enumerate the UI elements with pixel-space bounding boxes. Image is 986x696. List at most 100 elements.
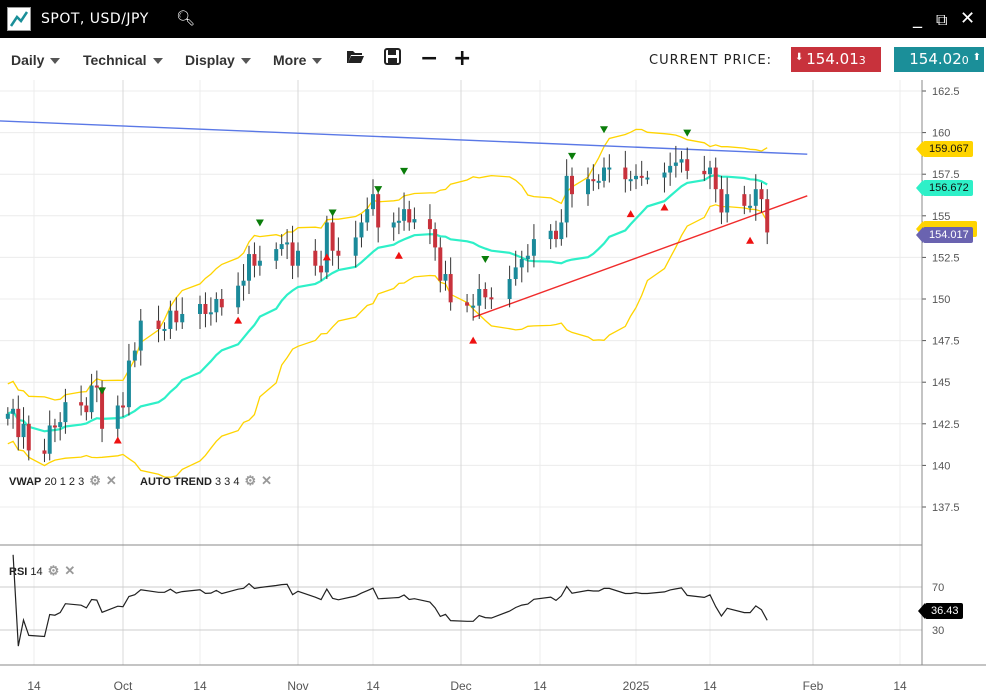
x-tick-label: Nov bbox=[287, 679, 308, 693]
zoom-out-icon[interactable]: − bbox=[420, 46, 439, 71]
candle-body bbox=[396, 220, 401, 223]
candle-body bbox=[402, 209, 407, 221]
candle-body bbox=[586, 179, 590, 195]
trend-line bbox=[472, 195, 808, 318]
candle bbox=[471, 294, 476, 321]
display-menu[interactable]: Display bbox=[185, 52, 251, 68]
candle-body bbox=[708, 167, 712, 175]
candle-body bbox=[407, 209, 412, 223]
zoom-in-icon[interactable]: + bbox=[453, 46, 472, 71]
chevron-down-icon bbox=[240, 58, 251, 65]
folder-open-icon[interactable] bbox=[346, 48, 364, 69]
candle bbox=[765, 189, 770, 245]
candle bbox=[203, 292, 208, 328]
trough-marker-icon bbox=[113, 436, 122, 444]
close-icon[interactable]: ✕ bbox=[105, 473, 117, 488]
peak-marker-icon bbox=[255, 219, 264, 227]
candle bbox=[489, 287, 494, 309]
candle bbox=[115, 395, 120, 441]
candle bbox=[162, 322, 167, 341]
candle-body bbox=[198, 303, 202, 314]
candle bbox=[602, 157, 606, 188]
peak-marker-icon bbox=[328, 209, 337, 217]
more-menu[interactable]: More bbox=[273, 52, 323, 68]
candle bbox=[433, 222, 438, 261]
candle-body bbox=[725, 194, 730, 213]
price-chart[interactable]: 162.5 160 157.5 155 152.5 150 147.5 145 142.5 140… bbox=[0, 80, 986, 696]
candle-body bbox=[21, 423, 26, 438]
candle-body bbox=[279, 244, 284, 250]
last-price-tag: 154.017 bbox=[916, 227, 973, 243]
bid-price-button[interactable]: ⬇ 154.013 bbox=[791, 47, 881, 72]
close-icon[interactable]: ✕ bbox=[64, 563, 76, 578]
x-tick-label: Dec bbox=[450, 679, 471, 693]
candle-body bbox=[330, 222, 335, 251]
candle-body bbox=[359, 222, 364, 238]
candle bbox=[214, 292, 219, 323]
candle bbox=[443, 260, 448, 291]
technical-menu[interactable]: Technical bbox=[83, 52, 163, 68]
candle bbox=[324, 215, 329, 280]
candle-body bbox=[759, 189, 764, 200]
candle-body bbox=[477, 289, 482, 306]
candle-body bbox=[100, 387, 105, 429]
candle bbox=[180, 297, 185, 329]
candle-body bbox=[241, 280, 246, 286]
candle bbox=[407, 200, 412, 231]
candle-body bbox=[742, 194, 747, 206]
candle-body bbox=[296, 250, 300, 266]
candle bbox=[132, 342, 137, 368]
save-icon[interactable] bbox=[384, 48, 401, 70]
ask-price-button[interactable]: 154.020 ⬆ bbox=[894, 47, 984, 72]
close-icon[interactable]: ✕ bbox=[960, 8, 976, 29]
candle bbox=[719, 175, 724, 225]
candle bbox=[396, 207, 401, 235]
x-tick-label: Feb bbox=[803, 679, 824, 693]
candle-body bbox=[662, 172, 667, 178]
lower-band-line bbox=[7, 204, 768, 478]
candle-body bbox=[554, 230, 558, 240]
candle bbox=[525, 244, 530, 273]
title-bar: SPOT, USD/JPY 🔍︎ _ ⧉ ✕ bbox=[0, 0, 986, 38]
candle bbox=[296, 242, 300, 278]
candle-body bbox=[63, 402, 68, 423]
candle bbox=[290, 225, 295, 280]
peak-marker-icon bbox=[600, 126, 608, 134]
candle bbox=[336, 237, 341, 270]
rsi-legend: RSI 14 ⚙ ✕ bbox=[9, 563, 76, 578]
candle-body bbox=[391, 222, 396, 228]
candle bbox=[531, 224, 536, 268]
instrument-title: SPOT, USD/JPY bbox=[41, 11, 149, 27]
search-icon[interactable]: 🔍︎ bbox=[176, 9, 196, 27]
candle bbox=[42, 438, 47, 463]
candle bbox=[708, 160, 712, 190]
trend-line bbox=[0, 120, 808, 155]
close-icon[interactable]: ✕ bbox=[261, 473, 273, 488]
candle-body bbox=[79, 402, 84, 406]
candle bbox=[623, 150, 628, 193]
interval-menu[interactable]: Daily bbox=[11, 52, 61, 68]
x-tick-label: 14 bbox=[366, 679, 380, 693]
candle bbox=[219, 289, 224, 316]
candle bbox=[742, 185, 747, 215]
candle bbox=[168, 300, 173, 339]
candle-body bbox=[319, 265, 324, 273]
candle-body bbox=[132, 350, 137, 361]
minimize-icon[interactable]: _ bbox=[913, 8, 922, 29]
candle-body bbox=[570, 175, 574, 195]
candle-body bbox=[471, 305, 476, 308]
trough-marker-icon bbox=[394, 251, 403, 259]
popout-icon[interactable]: ⧉ bbox=[936, 10, 948, 29]
candle bbox=[198, 295, 202, 329]
candle bbox=[94, 370, 99, 403]
candle-body bbox=[126, 360, 131, 408]
gear-icon[interactable]: ⚙ bbox=[244, 473, 257, 488]
rsi-value-tag: 36.43 bbox=[918, 603, 963, 619]
upper-band-line bbox=[7, 128, 768, 401]
gear-icon[interactable]: ⚙ bbox=[47, 563, 60, 578]
candle bbox=[319, 250, 324, 281]
gear-icon[interactable]: ⚙ bbox=[89, 473, 101, 488]
y-tick-label: 137.5 bbox=[932, 502, 960, 514]
candle-body bbox=[438, 247, 443, 281]
trough-marker-icon bbox=[469, 336, 478, 344]
